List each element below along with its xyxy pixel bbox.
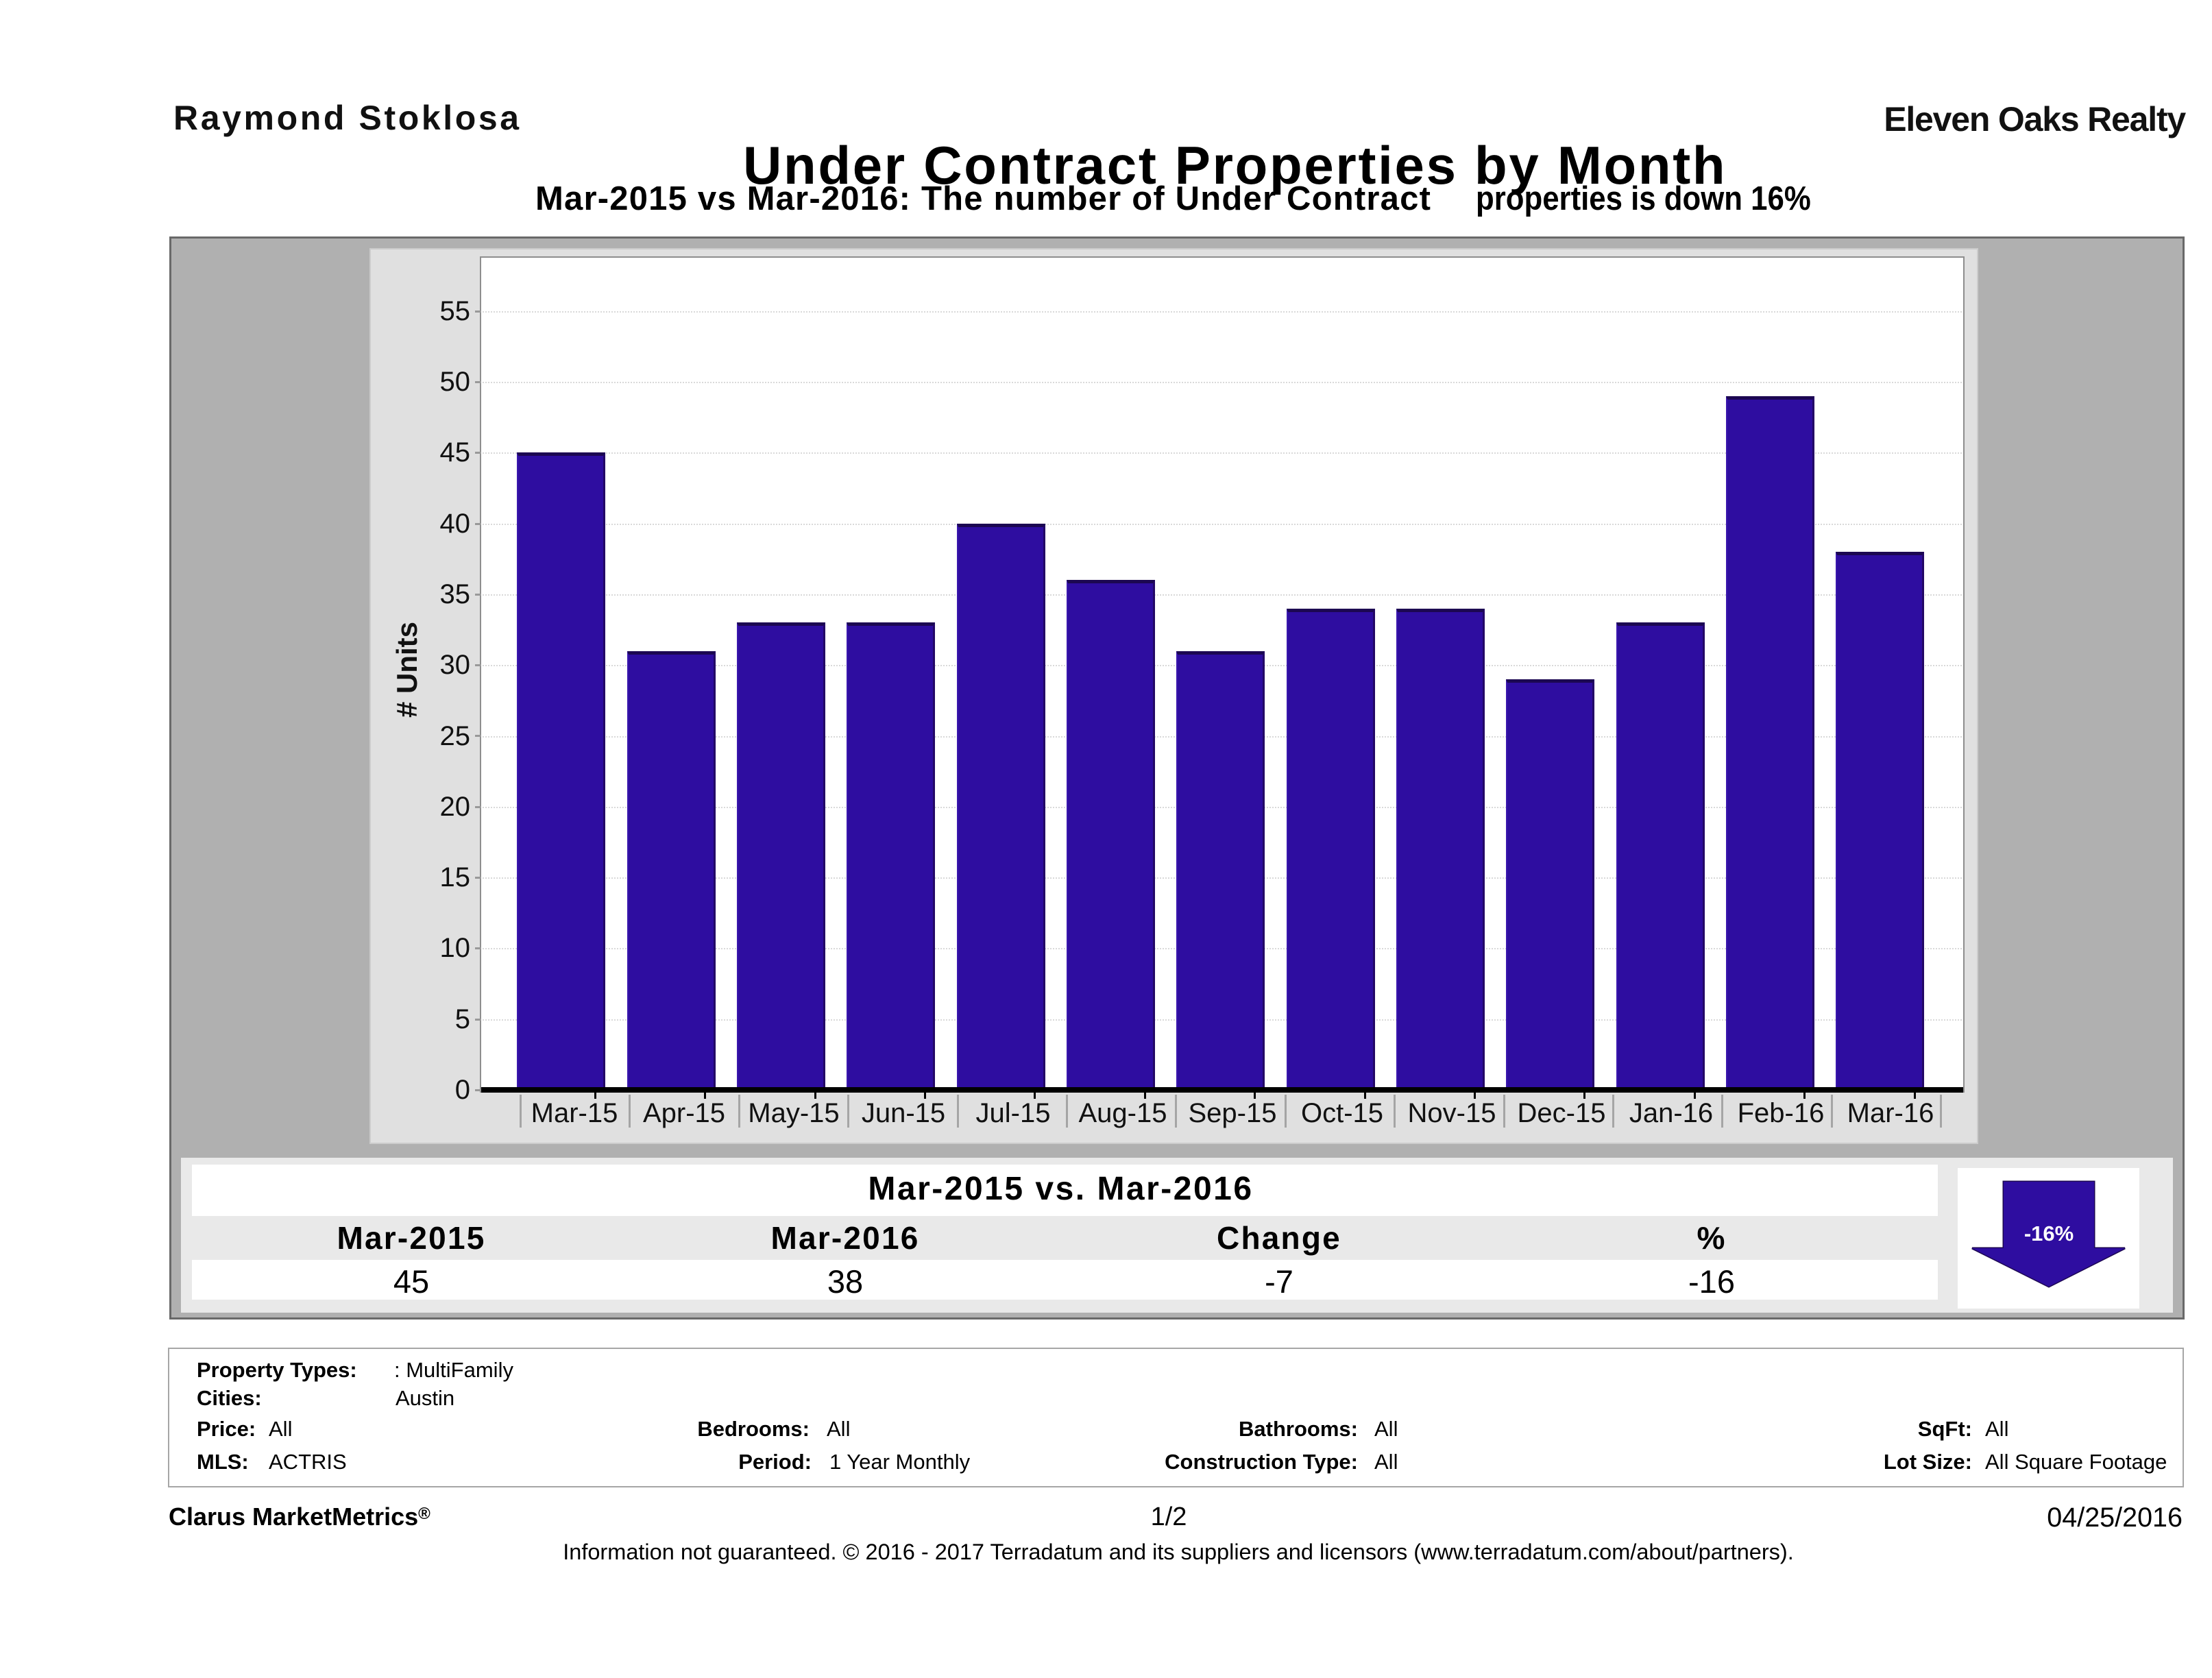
svg-text:-16%: -16% [2024, 1221, 2074, 1245]
